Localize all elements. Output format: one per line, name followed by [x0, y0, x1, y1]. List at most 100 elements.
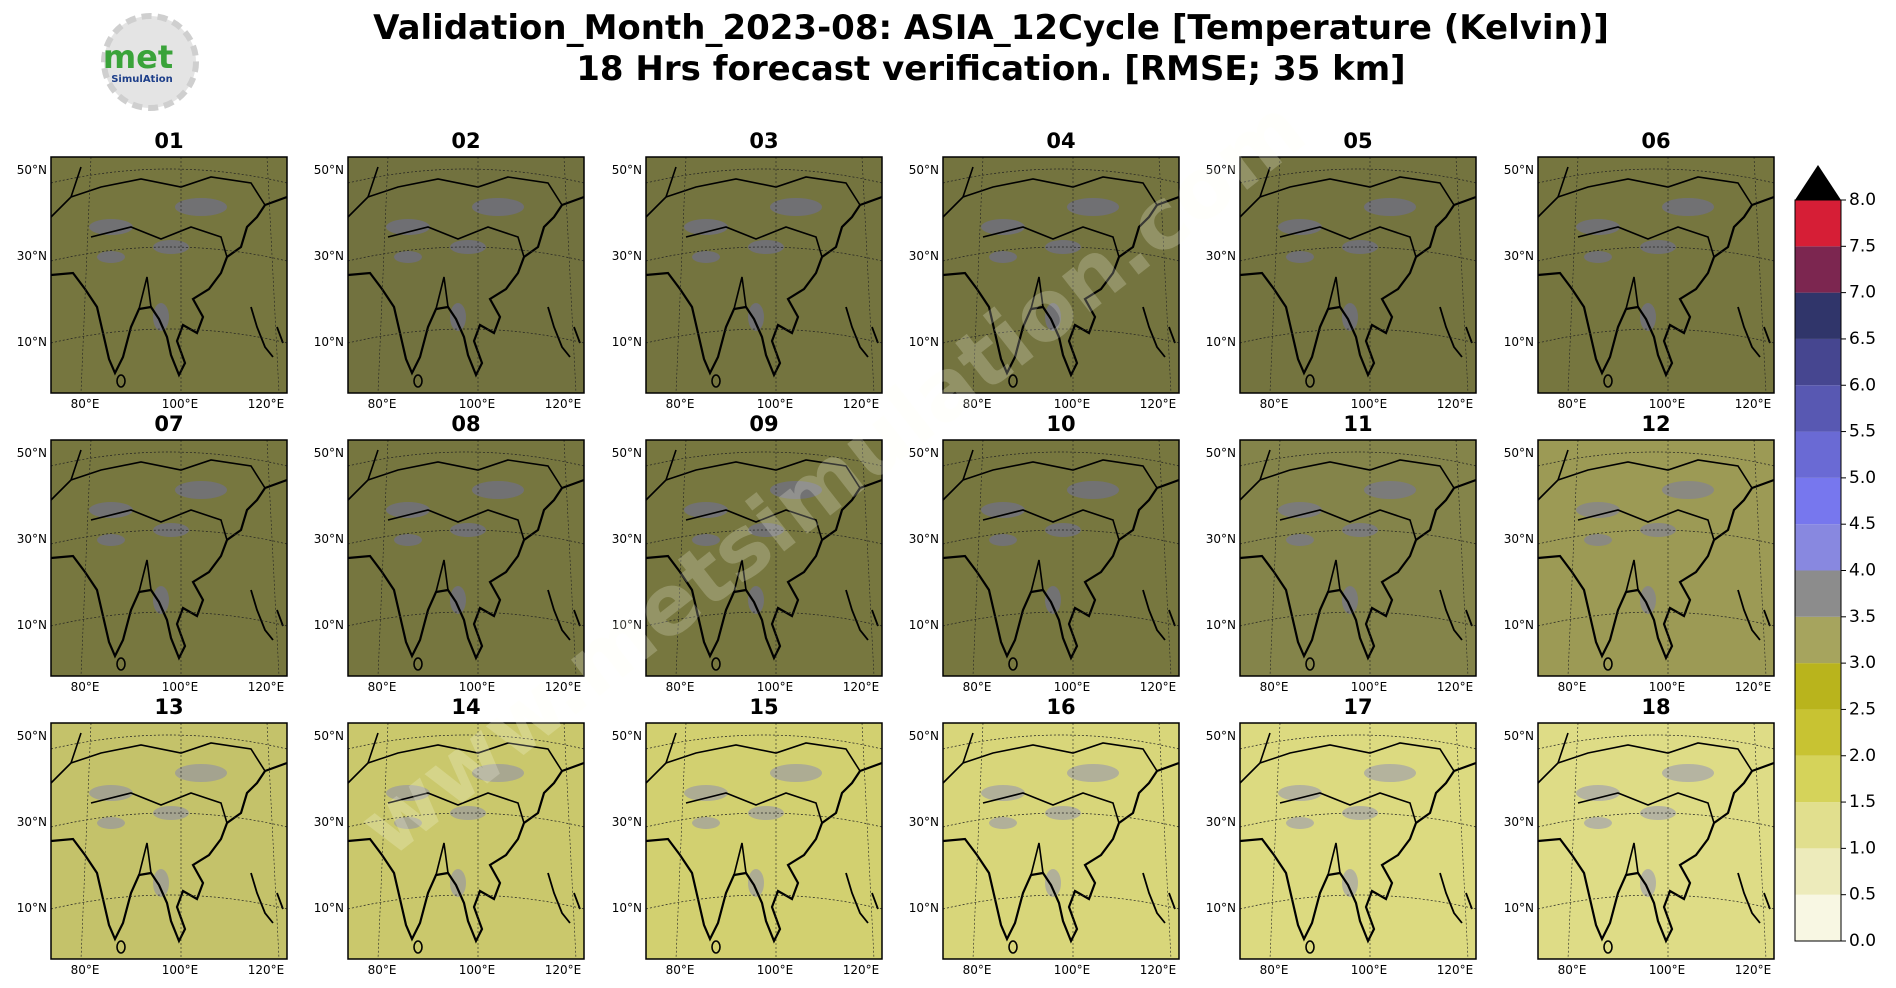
map-frame	[1239, 722, 1477, 960]
map-field	[348, 157, 584, 393]
lon-label: 120°E	[1140, 397, 1177, 411]
field-blob	[1364, 198, 1416, 216]
lon-label: 120°E	[248, 397, 285, 411]
lon-label: 80°E	[1558, 397, 1587, 411]
field-blob	[1576, 502, 1620, 518]
map-frame	[942, 722, 1180, 960]
map-frame	[1239, 439, 1477, 677]
lat-label: 10°N	[612, 335, 642, 349]
panel-title: 18	[1641, 695, 1670, 719]
lat-label: 10°N	[314, 335, 344, 349]
lat-label: 10°N	[314, 618, 344, 632]
map-frame	[50, 439, 288, 677]
field-blob	[1584, 817, 1612, 829]
colorbar-bin	[1795, 246, 1841, 293]
field-blob	[981, 785, 1025, 801]
lat-label: 50°N	[1206, 729, 1236, 743]
field-blob	[97, 817, 125, 829]
lon-label: 100°E	[1054, 397, 1091, 411]
colorbar-tick-label: 8.0	[1849, 190, 1876, 210]
colorbar-tick-label: 2.5	[1849, 699, 1876, 719]
logo-text: met	[103, 38, 173, 76]
field-blob	[981, 502, 1025, 518]
map-field	[1240, 157, 1476, 393]
field-blob	[1364, 764, 1416, 782]
field-blob	[692, 534, 720, 546]
colorbar-tick-label: 6.0	[1849, 375, 1876, 395]
lat-label: 10°N	[1206, 335, 1236, 349]
lon-label: 120°E	[1437, 963, 1474, 977]
map-panel: 10 50°N 30°N 10°N 80°E 100°E 120°E	[909, 412, 1181, 694]
lon-label: 80°E	[666, 963, 695, 977]
lat-label: 50°N	[612, 729, 642, 743]
lat-label: 50°N	[314, 446, 344, 460]
field-blob	[1342, 303, 1358, 331]
field-blob	[770, 198, 822, 216]
lat-label: 50°N	[909, 729, 939, 743]
lon-label: 100°E	[757, 680, 794, 694]
lat-label: 30°N	[1504, 815, 1534, 829]
lon-label: 100°E	[459, 963, 496, 977]
colorbar-bin	[1795, 894, 1841, 941]
lat-label: 50°N	[17, 446, 47, 460]
map-panel: 02 50°N 30°N 10°N 80°E 100°E 120°E	[314, 129, 586, 411]
lat-label: 50°N	[17, 163, 47, 177]
lon-label: 120°E	[545, 680, 582, 694]
map-frame	[1239, 156, 1477, 394]
field-blob	[1640, 303, 1656, 331]
field-blob	[89, 502, 133, 518]
logo-gear	[101, 13, 199, 111]
map-field	[348, 723, 584, 959]
panel-title: 03	[749, 129, 778, 153]
field-blob	[175, 198, 227, 216]
field-blob	[1640, 586, 1656, 614]
lat-label: 30°N	[314, 249, 344, 263]
colorbar-bin	[1795, 663, 1841, 710]
lat-label: 30°N	[612, 815, 642, 829]
lat-label: 30°N	[1206, 249, 1236, 263]
map-frame	[942, 439, 1180, 677]
field-blob	[684, 219, 728, 235]
field-blob	[989, 251, 1017, 263]
lon-label: 120°E	[1735, 397, 1772, 411]
field-blob	[450, 586, 466, 614]
lat-label: 10°N	[1504, 335, 1534, 349]
field-blob	[1045, 303, 1061, 331]
field-blob	[1067, 764, 1119, 782]
lat-label: 50°N	[612, 446, 642, 460]
map-field	[51, 440, 287, 676]
lat-label: 30°N	[612, 249, 642, 263]
lat-label: 10°N	[1504, 901, 1534, 915]
colorbar: 0.0 0.5 1.0 1.5 2.0 2.5 3.0 3.5 4.0 4.5 5.0 5.5 6.0 6…	[1794, 165, 1876, 951]
map-field	[348, 440, 584, 676]
field-blob	[770, 481, 822, 499]
lon-label: 100°E	[162, 963, 199, 977]
field-blob	[153, 586, 169, 614]
panel-title: 10	[1046, 412, 1075, 436]
panel-title: 07	[154, 412, 183, 436]
field-blob	[1364, 481, 1416, 499]
colorbar-bin	[1795, 848, 1841, 895]
field-blob	[175, 764, 227, 782]
colorbar-tick-label: 1.5	[1849, 792, 1876, 812]
field-blob	[1662, 764, 1714, 782]
colorbar-bin	[1795, 338, 1841, 386]
colorbar-bin	[1795, 477, 1841, 525]
field-blob	[1067, 198, 1119, 216]
colorbar-bin	[1795, 755, 1841, 803]
lon-label: 120°E	[1437, 397, 1474, 411]
field-blob	[1576, 785, 1620, 801]
map-panel: 08 50°N 30°N 10°N 80°E 100°E 120°E	[314, 412, 586, 694]
lon-label: 80°E	[963, 963, 992, 977]
lon-label: 80°E	[368, 680, 397, 694]
field-blob	[1278, 502, 1322, 518]
title-line: Validation_Month_2023-08: ASIA_12Cycle […	[373, 8, 1609, 48]
lat-label: 30°N	[17, 815, 47, 829]
field-blob	[1576, 219, 1620, 235]
lat-label: 10°N	[909, 335, 939, 349]
map-panel: 09 50°N 30°N 10°N 80°E 100°E 120°E	[612, 412, 884, 694]
lon-label: 80°E	[963, 680, 992, 694]
colorbar-bin	[1795, 570, 1841, 617]
